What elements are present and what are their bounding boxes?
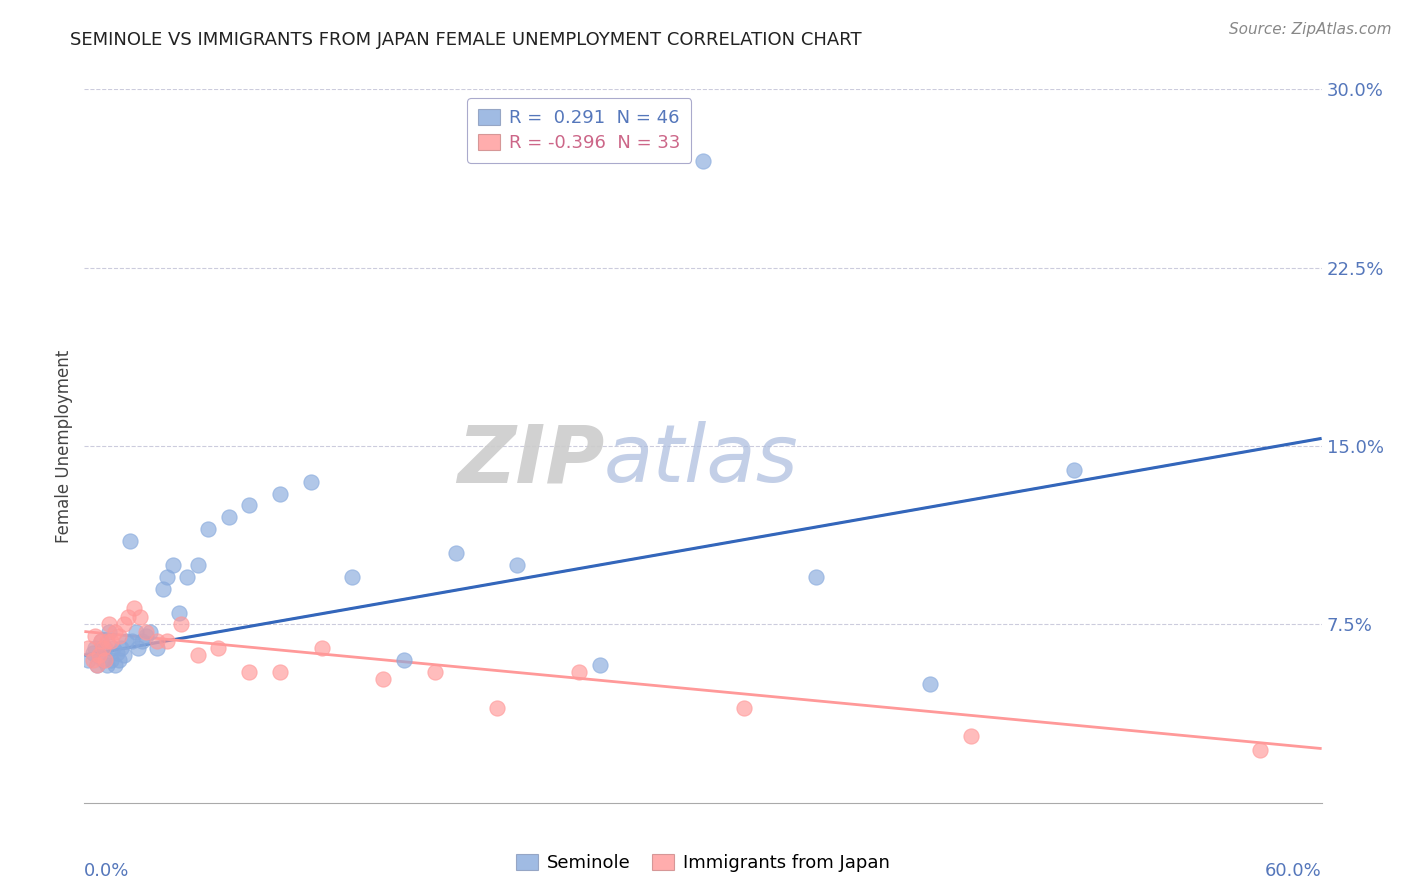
Point	[98, 617, 121, 632]
Point	[77, 641, 100, 656]
Point	[342, 570, 364, 584]
Point	[162, 558, 184, 572]
Point	[238, 499, 260, 513]
Point	[127, 641, 149, 656]
Point	[108, 629, 131, 643]
Point	[112, 648, 135, 663]
Point	[392, 653, 415, 667]
Point	[311, 641, 333, 656]
Point	[129, 610, 152, 624]
Point	[83, 629, 105, 643]
Point	[110, 641, 132, 656]
Point	[98, 624, 121, 639]
Point	[423, 665, 446, 679]
Point	[118, 534, 141, 549]
Point	[87, 648, 110, 663]
Text: 60.0%: 60.0%	[1265, 863, 1322, 880]
Point	[90, 634, 112, 648]
Point	[506, 558, 529, 572]
Text: Source: ZipAtlas.com: Source: ZipAtlas.com	[1229, 22, 1392, 37]
Point	[960, 729, 983, 743]
Text: atlas: atlas	[605, 421, 799, 500]
Point	[90, 634, 112, 648]
Point	[373, 672, 395, 686]
Point	[96, 657, 118, 672]
Point	[91, 653, 114, 667]
Point	[218, 510, 240, 524]
Point	[100, 634, 122, 648]
Point	[135, 629, 157, 643]
Point	[104, 624, 127, 639]
Point	[692, 153, 714, 168]
Point	[82, 646, 104, 660]
Point	[485, 700, 508, 714]
Point	[1249, 743, 1271, 757]
Point	[299, 475, 322, 489]
Point	[187, 558, 209, 572]
Point	[806, 570, 828, 584]
Point	[82, 653, 104, 667]
Point	[156, 570, 179, 584]
Legend: Seminole, Immigrants from Japan: Seminole, Immigrants from Japan	[509, 847, 897, 880]
Point	[100, 653, 122, 667]
Point	[86, 657, 108, 672]
Point	[96, 634, 118, 648]
Text: 0.0%: 0.0%	[84, 863, 129, 880]
Point	[86, 657, 108, 672]
Point	[238, 665, 260, 679]
Point	[117, 610, 139, 624]
Y-axis label: Female Unemployment: Female Unemployment	[55, 350, 73, 542]
Point	[170, 617, 193, 632]
Point	[156, 634, 179, 648]
Point	[135, 624, 157, 639]
Point	[145, 641, 167, 656]
Point	[125, 624, 148, 639]
Point	[122, 600, 145, 615]
Point	[152, 582, 174, 596]
Point	[197, 522, 219, 536]
Point	[83, 641, 105, 656]
Point	[1063, 463, 1085, 477]
Point	[139, 624, 162, 639]
Point	[94, 641, 117, 656]
Point	[589, 657, 612, 672]
Point	[176, 570, 198, 584]
Point	[105, 646, 128, 660]
Point	[77, 653, 100, 667]
Point	[94, 653, 117, 667]
Point	[103, 641, 125, 656]
Point	[91, 641, 114, 656]
Text: SEMINOLE VS IMMIGRANTS FROM JAPAN FEMALE UNEMPLOYMENT CORRELATION CHART: SEMINOLE VS IMMIGRANTS FROM JAPAN FEMALE…	[70, 31, 862, 49]
Point	[207, 641, 229, 656]
Point	[918, 677, 941, 691]
Point	[121, 634, 143, 648]
Point	[269, 665, 291, 679]
Point	[112, 617, 135, 632]
Point	[145, 634, 167, 648]
Point	[733, 700, 755, 714]
Point	[104, 657, 127, 672]
Point	[269, 486, 291, 500]
Point	[131, 634, 153, 648]
Point	[568, 665, 591, 679]
Point	[108, 653, 131, 667]
Point	[87, 648, 110, 663]
Text: ZIP: ZIP	[457, 421, 605, 500]
Point	[167, 606, 190, 620]
Point	[444, 546, 467, 560]
Point	[114, 634, 136, 648]
Point	[187, 648, 209, 663]
